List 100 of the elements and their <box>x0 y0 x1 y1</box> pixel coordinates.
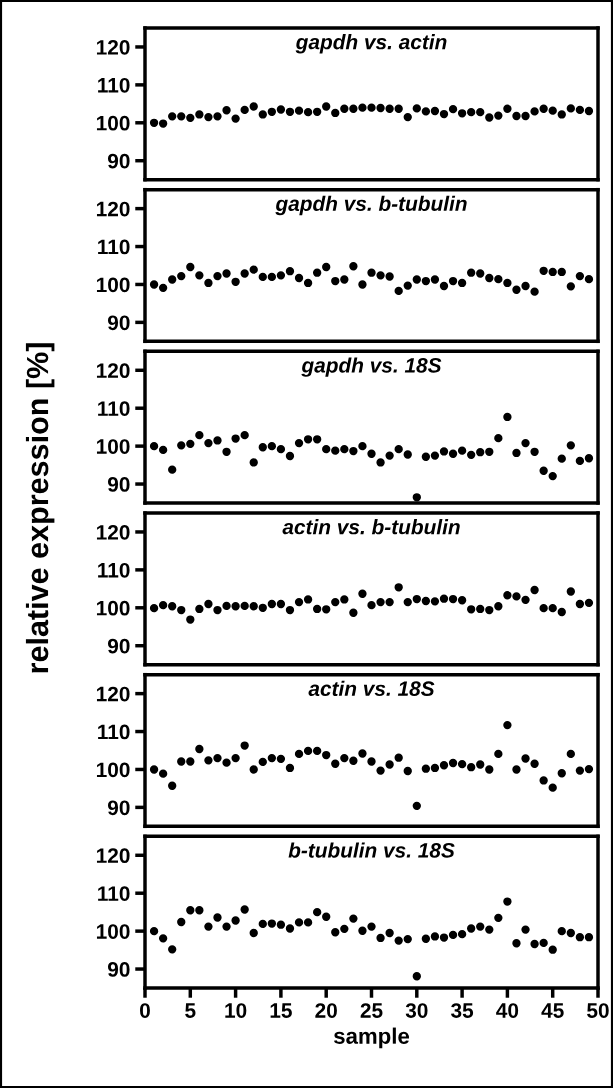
point <box>158 119 168 128</box>
point <box>494 274 503 284</box>
point <box>231 602 240 611</box>
point <box>285 451 295 461</box>
point <box>149 118 159 127</box>
point <box>240 601 249 611</box>
y-tick-label: 90 <box>107 638 130 654</box>
point <box>258 919 267 929</box>
point <box>195 271 204 280</box>
point <box>430 932 440 941</box>
point <box>466 924 476 933</box>
point <box>412 972 421 981</box>
point <box>367 922 376 931</box>
point <box>312 746 322 756</box>
point <box>204 756 213 765</box>
point <box>385 451 394 460</box>
point <box>548 945 557 954</box>
point <box>258 272 267 282</box>
point <box>457 929 467 939</box>
point <box>494 434 503 443</box>
point <box>331 108 340 118</box>
x-tick-label: 45 <box>541 1003 564 1018</box>
point <box>294 918 304 927</box>
chart-title: gapdh vs. 18S <box>301 357 442 377</box>
point <box>494 749 503 759</box>
point <box>158 934 168 943</box>
point <box>376 766 385 775</box>
point <box>430 597 440 606</box>
y-tick-label: 110 <box>98 724 130 740</box>
point <box>503 591 512 600</box>
point <box>521 595 530 604</box>
point <box>503 720 512 730</box>
point <box>530 287 539 296</box>
point <box>512 448 521 458</box>
point <box>195 430 204 440</box>
point <box>276 271 286 280</box>
point <box>512 765 521 774</box>
point <box>358 589 367 598</box>
point <box>303 918 313 927</box>
x-tick-label: 50 <box>587 1003 609 1018</box>
point <box>267 272 277 282</box>
point <box>412 801 421 811</box>
y-tick-label: 90 <box>107 962 130 977</box>
point <box>358 926 367 935</box>
point <box>222 269 231 278</box>
x-tick-label: 0 <box>140 1003 150 1018</box>
point <box>303 435 313 444</box>
point <box>331 597 340 607</box>
point <box>213 913 222 922</box>
point <box>213 112 222 121</box>
x-tick-label: 25 <box>360 1003 383 1018</box>
point <box>521 111 530 121</box>
point <box>575 456 585 466</box>
point <box>258 757 267 767</box>
point <box>485 765 494 774</box>
y-tick-label: 100 <box>96 762 130 778</box>
point <box>521 438 530 448</box>
point <box>394 583 403 592</box>
x-tick-label: 40 <box>496 1003 519 1018</box>
point <box>548 106 557 115</box>
point <box>285 763 295 773</box>
point <box>584 274 594 284</box>
point <box>439 594 449 603</box>
point <box>539 266 548 275</box>
y-tick-label: 120 <box>96 848 130 864</box>
point <box>448 930 458 940</box>
point <box>457 446 467 455</box>
point <box>403 281 412 290</box>
point <box>448 104 458 114</box>
point <box>312 268 322 277</box>
point <box>294 438 304 448</box>
point <box>186 439 195 449</box>
point <box>340 275 349 284</box>
point <box>149 280 159 289</box>
point <box>340 444 349 454</box>
point <box>303 595 313 604</box>
point <box>584 454 594 463</box>
point <box>385 104 394 113</box>
y-tick-label: 110 <box>98 886 130 901</box>
y-tick-label: 100 <box>96 115 130 131</box>
point <box>186 906 195 915</box>
y-tick-label: 100 <box>96 277 130 293</box>
y-axis-title: relative expression [%] <box>25 343 55 673</box>
point <box>376 458 385 467</box>
point <box>249 458 258 467</box>
y-tick-label: 100 <box>96 600 130 616</box>
point <box>430 275 440 284</box>
point <box>539 776 548 785</box>
point <box>177 757 186 766</box>
point <box>177 441 186 450</box>
y-tick-label: 90 <box>107 315 130 331</box>
point <box>584 933 594 942</box>
y-tick-label: 110 <box>98 562 130 578</box>
point <box>539 604 548 613</box>
y-tick-label: 110 <box>98 239 130 255</box>
point <box>249 102 258 111</box>
point <box>557 454 566 463</box>
point <box>412 594 421 604</box>
point <box>312 435 322 444</box>
point <box>385 597 394 607</box>
